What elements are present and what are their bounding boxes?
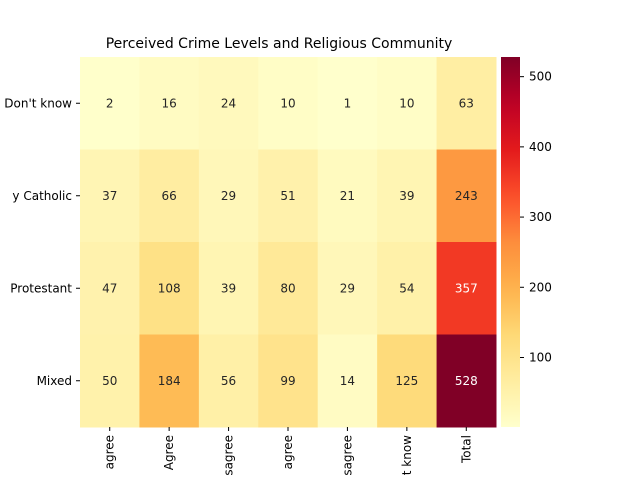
cell-value-label: 1 <box>344 96 352 110</box>
y-axis: Don't know y Catholic Protestant Mixed <box>4 96 80 388</box>
heatmap-cell <box>198 57 259 150</box>
heatmap-cells: 2 16 24 10 1 10 63 37 66 29 51 21 39 243 47 108 39 80 29 54… <box>80 57 497 428</box>
heatmap-cell <box>436 242 497 335</box>
cell-value-label: 63 <box>459 96 474 110</box>
colorbar-tick-label: 200 <box>529 280 552 294</box>
heatmap-cell <box>258 242 319 335</box>
x-tick-label: t know <box>400 435 414 475</box>
cell-value-label: 24 <box>221 96 236 110</box>
cell-value-label: 2 <box>106 96 114 110</box>
heatmap-cell <box>139 334 200 428</box>
chart-title: Perceived Crime Levels and Religious Com… <box>106 36 453 52</box>
cell-value-label: 10 <box>280 96 295 110</box>
cell-value-label: 54 <box>399 281 414 295</box>
cell-value-label: 528 <box>455 374 478 388</box>
heatmap-cell <box>198 149 259 243</box>
y-tick-label: Don't know <box>4 96 72 110</box>
heatmap-cell <box>436 149 497 243</box>
heatmap-cell <box>258 334 319 428</box>
cell-value-label: 66 <box>162 189 177 203</box>
y-tick-label: Mixed <box>37 374 72 388</box>
heatmap-cell <box>80 149 140 243</box>
heatmap-cell <box>377 334 438 428</box>
colorbar-tick-label: 400 <box>529 140 552 154</box>
cell-value-label: 51 <box>280 189 295 203</box>
heatmap-cell <box>317 149 378 243</box>
cell-value-label: 39 <box>399 189 414 203</box>
cell-value-label: 357 <box>455 281 478 295</box>
heatmap-cell <box>377 149 438 243</box>
cell-value-label: 37 <box>102 189 117 203</box>
x-tick-label: sagree <box>340 435 354 476</box>
x-tick-label: Total <box>459 435 473 464</box>
heatmap-cell <box>80 57 140 150</box>
cell-value-label: 243 <box>455 189 478 203</box>
cell-value-label: 10 <box>399 96 414 110</box>
heatmap-cell <box>80 334 140 428</box>
cell-value-label: 108 <box>158 281 181 295</box>
heatmap-cell <box>317 334 378 428</box>
y-tick-label: y Catholic <box>12 189 72 203</box>
x-tick-label: agree <box>103 435 117 469</box>
cell-value-label: 56 <box>221 374 236 388</box>
cell-value-label: 14 <box>340 374 355 388</box>
x-tick-label: agree <box>281 435 295 469</box>
heatmap-cell <box>258 57 319 150</box>
cell-value-label: 47 <box>102 281 117 295</box>
heatmap-cell <box>436 57 497 150</box>
heatmap-cell <box>198 242 259 335</box>
heatmap-cell <box>377 57 438 150</box>
cell-value-label: 125 <box>395 374 418 388</box>
cell-value-label: 50 <box>102 374 117 388</box>
x-tick-label: sagree <box>222 435 236 476</box>
heatmap-cell <box>317 242 378 335</box>
colorbar: 100 200 300 400 500 <box>501 57 552 427</box>
cell-value-label: 29 <box>221 189 236 203</box>
x-tick-label: Agree <box>162 435 176 470</box>
cell-value-label: 39 <box>221 281 236 295</box>
colorbar-tick-label: 300 <box>529 210 552 224</box>
heatmap-cell <box>139 149 200 243</box>
heatmap-cell <box>80 242 140 335</box>
cell-value-label: 21 <box>340 189 355 203</box>
heatmap-cell <box>258 149 319 243</box>
cell-value-label: 16 <box>162 96 177 110</box>
cell-value-label: 80 <box>280 281 295 295</box>
heatmap-cell <box>377 242 438 335</box>
cell-value-label: 184 <box>158 374 181 388</box>
colorbar-gradient <box>501 57 520 427</box>
colorbar-tick-label: 500 <box>529 70 552 84</box>
cell-value-label: 99 <box>280 374 295 388</box>
heatmap-cell <box>198 334 259 428</box>
x-axis: agree Agree sagree agree sagree t know Total <box>103 427 473 476</box>
heatmap-cell <box>139 57 200 150</box>
colorbar-tick-label: 100 <box>529 350 552 364</box>
heatmap-cell <box>436 334 497 428</box>
heatmap-cell <box>139 242 200 335</box>
cell-value-label: 29 <box>340 281 355 295</box>
y-tick-label: Protestant <box>10 281 72 295</box>
heatmap-cell <box>317 57 378 150</box>
